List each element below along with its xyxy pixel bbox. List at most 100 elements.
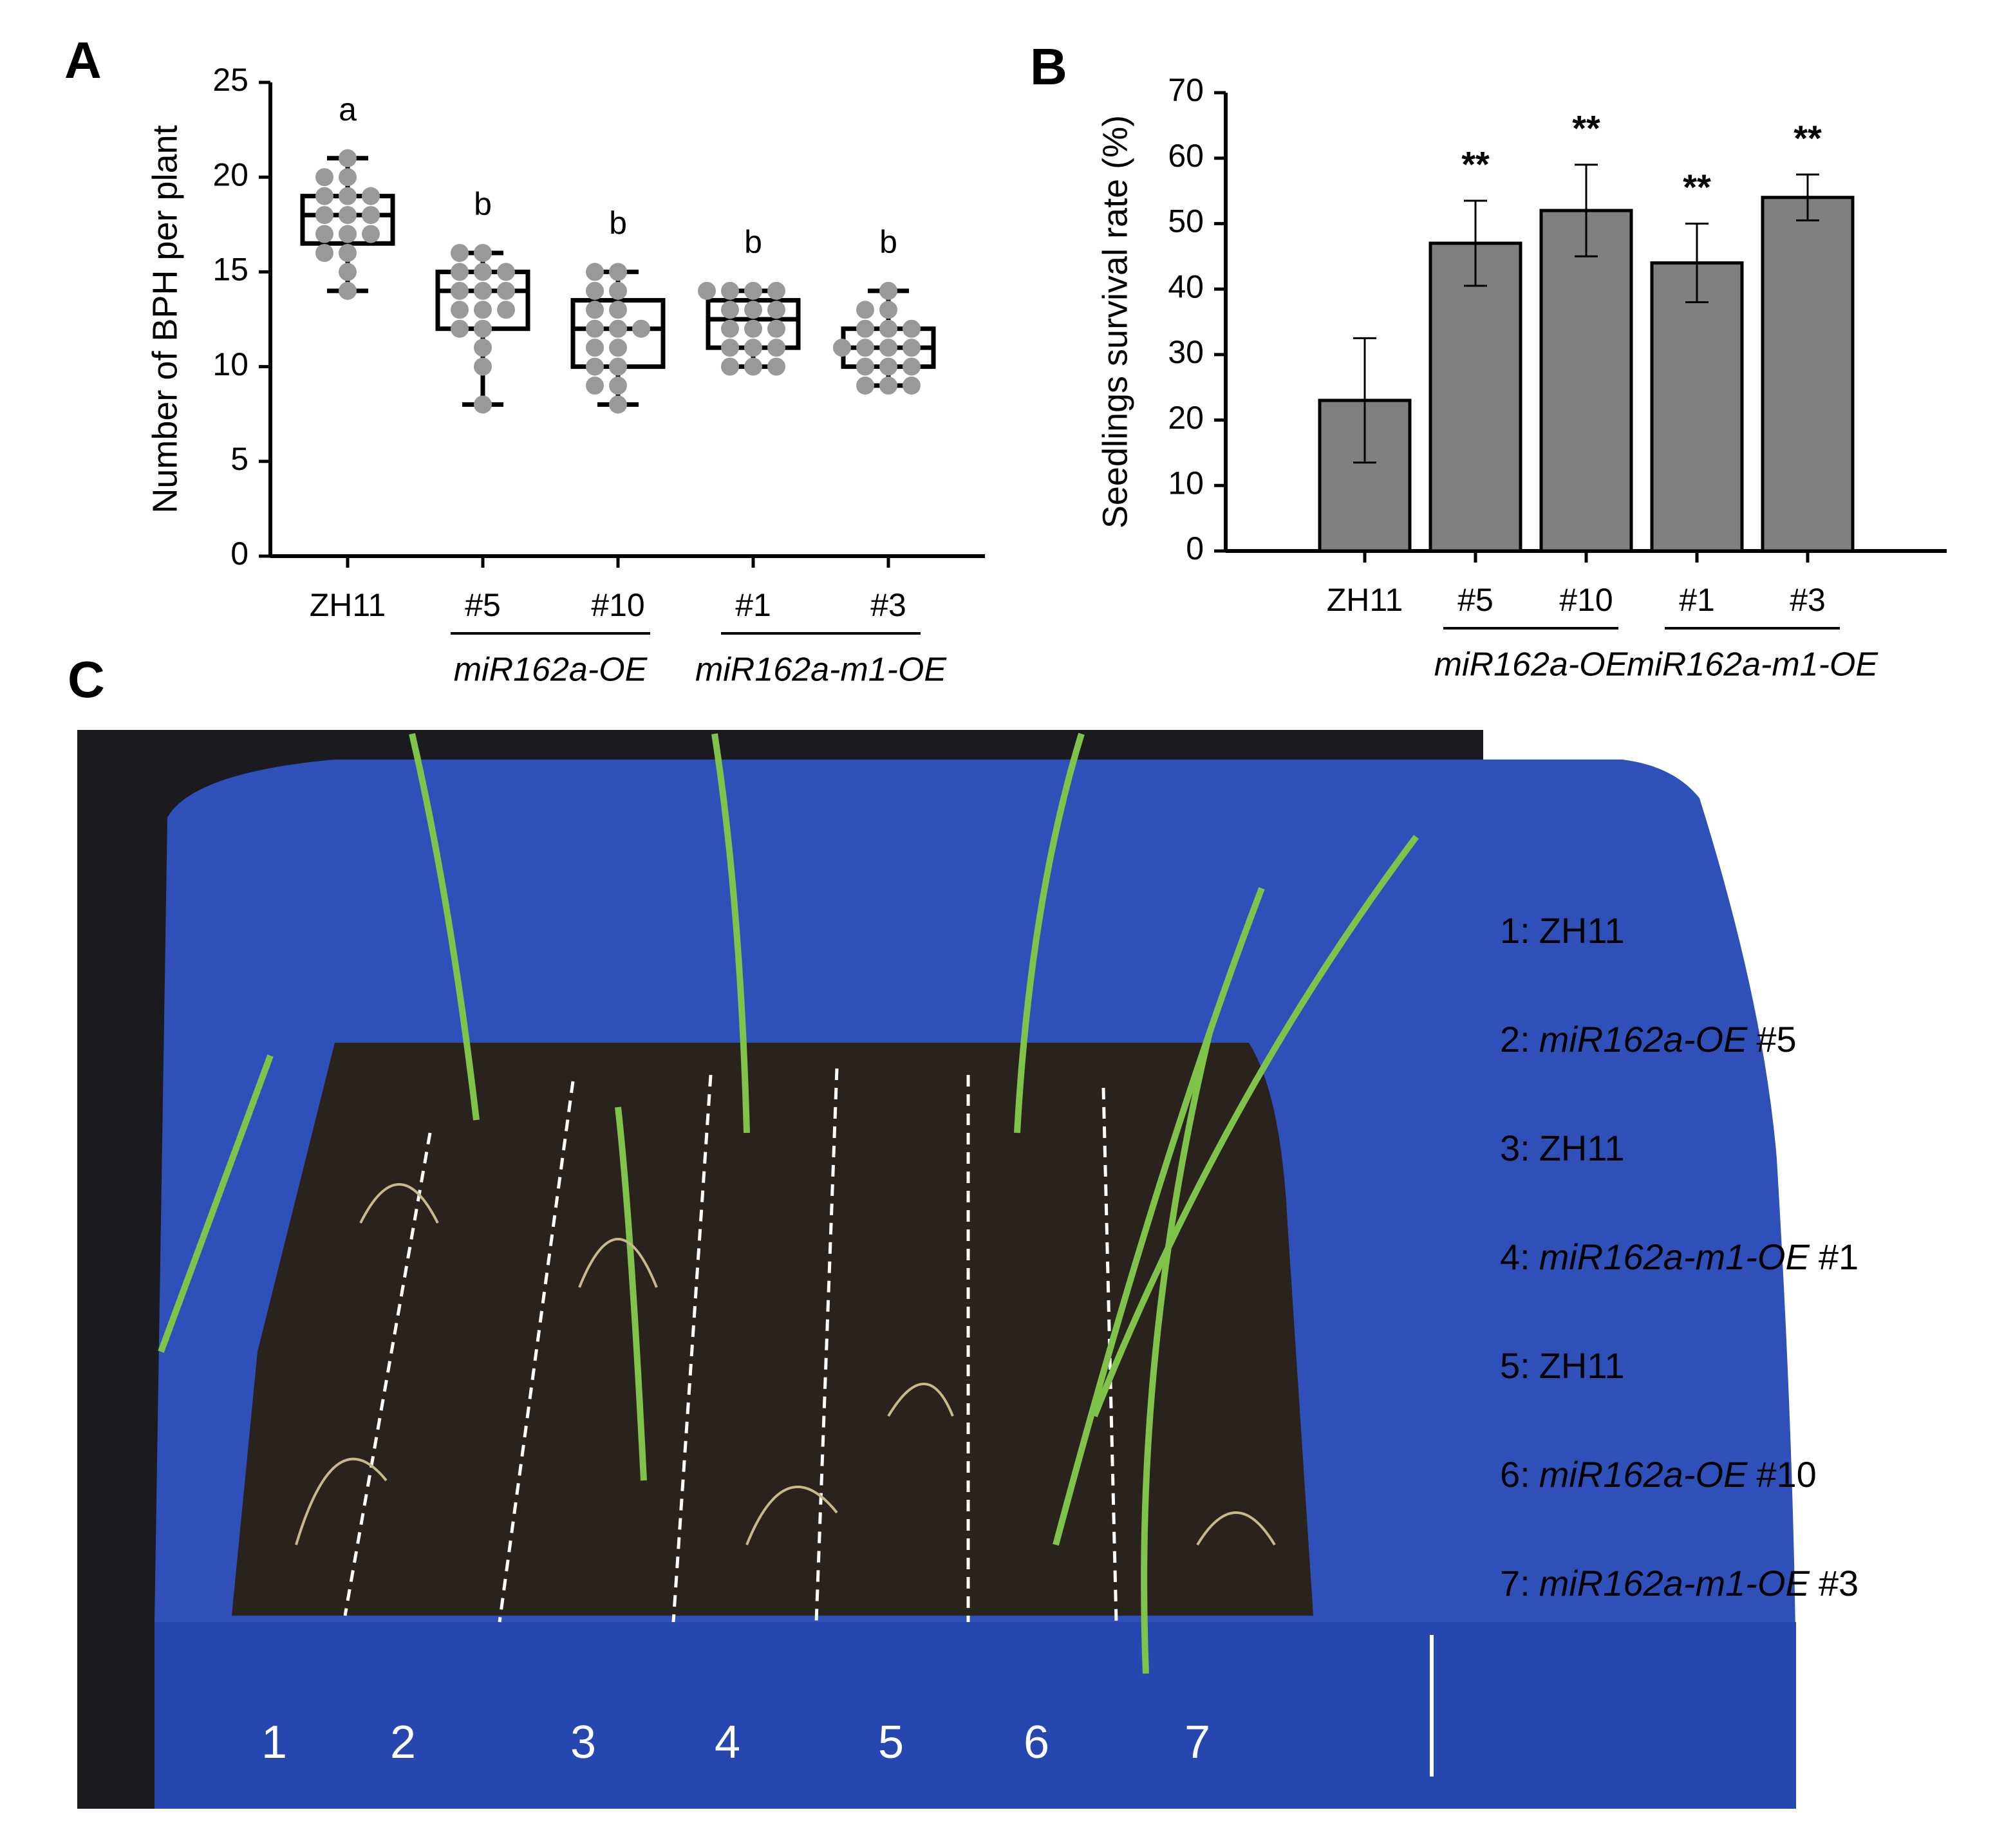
legend-entry: 4: miR162a-m1-OE #1 <box>1500 1237 1859 1277</box>
legend-genotype: ZH11 <box>1539 1128 1625 1168</box>
legend-genotype: ZH11 <box>1539 1345 1625 1386</box>
data-point <box>903 319 921 338</box>
data-point <box>474 339 492 357</box>
data-point <box>609 339 627 357</box>
significance-letter: b <box>744 224 762 260</box>
data-point <box>497 301 515 319</box>
bar <box>1428 241 1522 553</box>
group-label: miR162a-OE <box>1434 646 1629 684</box>
data-point <box>339 243 357 262</box>
legend-line: #1 <box>1819 1237 1859 1277</box>
lane-label: 7 <box>1185 1717 1210 1768</box>
y-axis-label: Seedlings survival rate (%) <box>1096 115 1134 528</box>
y-tick-label: 10 <box>1168 465 1204 501</box>
data-point <box>767 357 785 376</box>
significance-mark: ** <box>1461 144 1490 185</box>
data-point <box>451 243 469 262</box>
data-point <box>586 377 604 395</box>
legend-line: #10 <box>1756 1454 1816 1495</box>
data-point <box>609 319 627 338</box>
legend-entry: 2: miR162a-OE #5 <box>1500 1019 1797 1059</box>
y-tick-label: 30 <box>1168 334 1204 370</box>
tray-front <box>155 1622 1796 1809</box>
data-point <box>903 377 921 395</box>
data-point <box>586 357 604 376</box>
data-point <box>474 281 492 300</box>
legend-genotype: miR162a-m1-OE <box>1539 1237 1810 1277</box>
data-point <box>721 281 739 300</box>
data-point <box>744 301 762 319</box>
bar <box>1539 209 1633 553</box>
data-point <box>586 263 604 281</box>
data-point <box>856 319 874 338</box>
y-tick-label: 40 <box>1168 268 1204 304</box>
legend-entry: 3: ZH11 <box>1500 1128 1624 1168</box>
data-point <box>451 263 469 281</box>
data-point <box>362 187 380 205</box>
data-point <box>721 319 739 338</box>
significance-mark: ** <box>1683 167 1711 207</box>
data-point <box>856 377 874 395</box>
y-tick-label: 25 <box>212 62 248 98</box>
data-point <box>903 339 921 357</box>
legend-number: 4: <box>1500 1237 1530 1277</box>
data-point <box>609 301 627 319</box>
data-point <box>497 263 515 281</box>
y-tick-label: 10 <box>212 346 248 382</box>
data-point <box>474 395 492 414</box>
data-point <box>339 168 357 187</box>
legend-number: 5: <box>1500 1345 1530 1386</box>
data-point <box>315 187 333 205</box>
legend-number: 2: <box>1500 1019 1530 1059</box>
data-point <box>339 263 357 281</box>
data-point <box>879 281 897 300</box>
x-tick-label: ZH11 <box>1327 582 1403 618</box>
data-point <box>744 319 762 338</box>
legend-entry: 7: miR162a-m1-OE #3 <box>1500 1563 1859 1603</box>
group-label: miR162a-m1-OE <box>1627 646 1878 684</box>
data-point <box>856 357 874 376</box>
data-point <box>451 319 469 338</box>
group-label: miR162a-m1-OE <box>695 651 947 689</box>
bar <box>1761 196 1855 553</box>
data-point <box>833 339 851 357</box>
x-tick-label: #10 <box>1559 582 1613 618</box>
significance-letter: b <box>609 205 627 241</box>
data-point <box>339 206 357 225</box>
significance-mark: ** <box>1793 118 1822 158</box>
significance-letter: a <box>339 91 357 127</box>
legend-entry: 5: ZH11 <box>1500 1345 1624 1386</box>
data-point <box>339 281 357 300</box>
legend-number: 1: <box>1500 910 1530 951</box>
data-point <box>586 339 604 357</box>
legend-genotype: miR162a-OE <box>1539 1019 1748 1059</box>
data-point <box>362 225 380 243</box>
data-point <box>339 225 357 243</box>
group-label: miR162a-OE <box>454 651 648 689</box>
data-point <box>879 377 897 395</box>
x-tick-label: #10 <box>591 587 644 623</box>
panel-label: C <box>68 651 105 708</box>
lane-label: 2 <box>390 1717 416 1768</box>
x-tick-label: #3 <box>870 587 906 623</box>
data-point <box>744 339 762 357</box>
y-tick-label: 20 <box>1168 400 1204 436</box>
data-point <box>879 357 897 376</box>
significance-mark: ** <box>1572 108 1600 149</box>
bar <box>1650 261 1744 553</box>
data-point <box>879 319 897 338</box>
legend-genotype: miR162a-m1-OE <box>1539 1563 1810 1603</box>
data-point <box>474 301 492 319</box>
lane-label: 6 <box>1024 1717 1049 1768</box>
lane-label: 1 <box>261 1717 287 1768</box>
y-tick-label: 15 <box>212 252 248 288</box>
legend-line: #3 <box>1819 1563 1859 1603</box>
data-point <box>451 301 469 319</box>
data-point <box>339 187 357 205</box>
legend-number: 3: <box>1500 1128 1530 1168</box>
data-point <box>721 357 739 376</box>
panel-label: A <box>64 32 102 89</box>
y-tick-label: 50 <box>1168 203 1204 239</box>
data-point <box>497 281 515 300</box>
